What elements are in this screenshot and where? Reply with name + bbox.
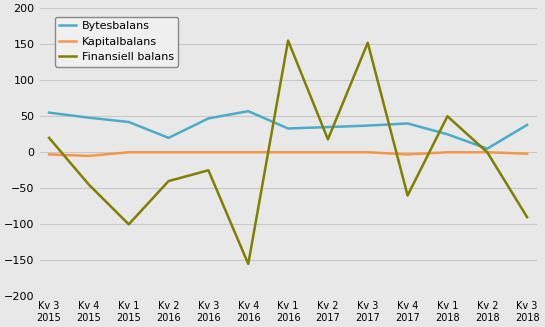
Finansiell balans: [46, 136, 52, 140]
Kapitalbalans: [165, 150, 172, 154]
Finansiell balans: [365, 41, 371, 45]
Finansiell balans: [165, 179, 172, 183]
Finansiell balans: [404, 194, 411, 198]
Bytesbalans: [404, 122, 411, 126]
Bytesbalans: [205, 116, 211, 120]
Bytesbalans: [46, 111, 52, 114]
Kapitalbalans: [404, 152, 411, 156]
Kapitalbalans: [325, 150, 331, 154]
Finansiell balans: [205, 168, 211, 172]
Finansiell balans: [524, 215, 530, 219]
Finansiell balans: [86, 183, 92, 187]
Kapitalbalans: [86, 154, 92, 158]
Finansiell balans: [325, 137, 331, 141]
Bytesbalans: [524, 123, 530, 127]
Finansiell balans: [285, 39, 292, 43]
Line: Finansiell balans: Finansiell balans: [49, 41, 527, 264]
Kapitalbalans: [46, 152, 52, 156]
Line: Kapitalbalans: Kapitalbalans: [49, 152, 527, 156]
Kapitalbalans: [365, 150, 371, 154]
Kapitalbalans: [444, 150, 451, 154]
Kapitalbalans: [285, 150, 292, 154]
Finansiell balans: [125, 222, 132, 226]
Kapitalbalans: [205, 150, 211, 154]
Bytesbalans: [444, 132, 451, 136]
Legend: Bytesbalans, Kapitalbalans, Finansiell balans: Bytesbalans, Kapitalbalans, Finansiell b…: [55, 17, 178, 67]
Bytesbalans: [86, 116, 92, 120]
Finansiell balans: [484, 150, 490, 154]
Line: Bytesbalans: Bytesbalans: [49, 111, 527, 149]
Bytesbalans: [285, 127, 292, 130]
Kapitalbalans: [484, 150, 490, 154]
Bytesbalans: [325, 125, 331, 129]
Kapitalbalans: [245, 150, 252, 154]
Finansiell balans: [444, 114, 451, 118]
Kapitalbalans: [125, 150, 132, 154]
Bytesbalans: [365, 124, 371, 128]
Kapitalbalans: [524, 152, 530, 156]
Bytesbalans: [165, 136, 172, 140]
Finansiell balans: [245, 262, 252, 266]
Bytesbalans: [245, 109, 252, 113]
Bytesbalans: [125, 120, 132, 124]
Bytesbalans: [484, 147, 490, 151]
